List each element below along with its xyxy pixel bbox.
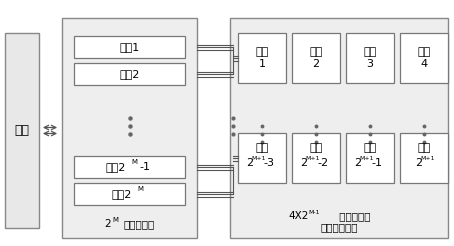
Bar xyxy=(238,33,286,83)
Text: 2: 2 xyxy=(247,158,254,168)
Text: 用户: 用户 xyxy=(15,124,30,137)
Text: M+1: M+1 xyxy=(306,156,320,162)
Bar xyxy=(74,156,185,178)
Bar xyxy=(400,33,448,83)
Text: M+1: M+1 xyxy=(252,156,266,162)
Text: 芯片: 芯片 xyxy=(417,143,431,153)
Text: 2: 2 xyxy=(301,158,307,168)
Bar xyxy=(74,183,185,205)
Text: M: M xyxy=(113,217,118,223)
Text: 芯片: 芯片 xyxy=(255,143,269,153)
Text: 芯片: 芯片 xyxy=(363,143,377,153)
Bar xyxy=(62,18,197,238)
Text: M+1: M+1 xyxy=(360,156,374,162)
Text: 通道2: 通道2 xyxy=(111,189,132,199)
Text: M-1: M-1 xyxy=(308,210,320,215)
Text: -2: -2 xyxy=(317,158,329,168)
Text: 通道2: 通道2 xyxy=(119,69,140,79)
Bar xyxy=(292,33,340,83)
Text: 4X2: 4X2 xyxy=(289,211,309,221)
Text: 个控制通道: 个控制通道 xyxy=(124,219,155,229)
Text: 2: 2 xyxy=(104,219,111,229)
Text: M: M xyxy=(132,159,138,165)
Text: -1: -1 xyxy=(371,158,383,168)
Text: 芯片
3: 芯片 3 xyxy=(363,47,377,69)
Bar xyxy=(346,133,394,183)
Bar xyxy=(74,63,185,85)
Text: -3: -3 xyxy=(263,158,275,168)
Text: M+1: M+1 xyxy=(421,156,435,162)
Bar xyxy=(238,133,286,183)
Bar xyxy=(230,18,448,238)
Bar xyxy=(74,36,185,58)
Text: -1: -1 xyxy=(139,162,150,172)
Bar xyxy=(346,33,394,83)
Text: 通道1: 通道1 xyxy=(119,42,140,52)
Bar xyxy=(400,133,448,183)
Bar xyxy=(5,33,39,228)
Text: 芯片
1: 芯片 1 xyxy=(255,47,269,69)
Text: 芯片: 芯片 xyxy=(309,143,323,153)
Text: 芯片
2: 芯片 2 xyxy=(309,47,323,69)
Text: 2: 2 xyxy=(355,158,361,168)
Bar xyxy=(292,133,340,183)
Text: 与非型闪存: 与非型闪存 xyxy=(336,211,370,221)
Text: 芯片
4: 芯片 4 xyxy=(417,47,431,69)
Text: 芯片存储阵列: 芯片存储阵列 xyxy=(320,222,358,232)
Text: 通道2: 通道2 xyxy=(105,162,126,172)
Text: M: M xyxy=(138,186,143,192)
Text: 2: 2 xyxy=(415,158,423,168)
